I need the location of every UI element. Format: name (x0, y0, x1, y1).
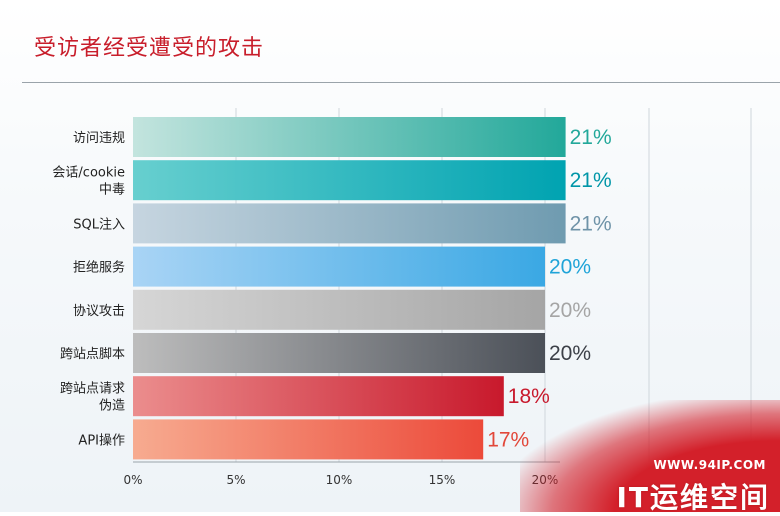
category-label: 跨站点请求伪造 (60, 382, 125, 414)
bar (133, 376, 504, 417)
value-label: 20% (549, 342, 591, 365)
x-tick-label: 0% (123, 473, 142, 487)
bar (133, 419, 484, 460)
category-label: API操作 (78, 432, 125, 448)
watermark-name: IT运维空间 (616, 481, 770, 514)
bar (133, 160, 566, 201)
watermark-background (520, 400, 780, 512)
title-divider (22, 82, 780, 83)
category-label: 跨站点脚本 (60, 346, 125, 362)
bar (133, 203, 566, 244)
x-tick-label: 10% (326, 473, 353, 487)
category-label: 协议攻击 (73, 304, 125, 319)
value-label: 21% (570, 169, 612, 192)
bar (133, 246, 545, 287)
x-tick-label: 15% (429, 473, 456, 487)
value-label: 17% (487, 428, 529, 451)
category-label: 拒绝服务 (73, 260, 125, 276)
value-label: 20% (549, 299, 591, 322)
category-label: SQL注入 (73, 217, 125, 232)
chart-title: 受访者经受遭受的攻击 (34, 36, 265, 61)
category-label: 访问违规 (73, 131, 125, 146)
value-label: 21% (570, 126, 612, 149)
bar (133, 117, 566, 157)
watermark-url: WWW.94IP.COM (653, 458, 766, 472)
bar (133, 333, 545, 373)
category-label: 会话/cookie 中毒 (52, 166, 125, 198)
value-label: 21% (570, 212, 612, 235)
bar (133, 289, 545, 330)
value-label: 20% (549, 256, 591, 279)
x-tick-label: 5% (226, 473, 245, 487)
